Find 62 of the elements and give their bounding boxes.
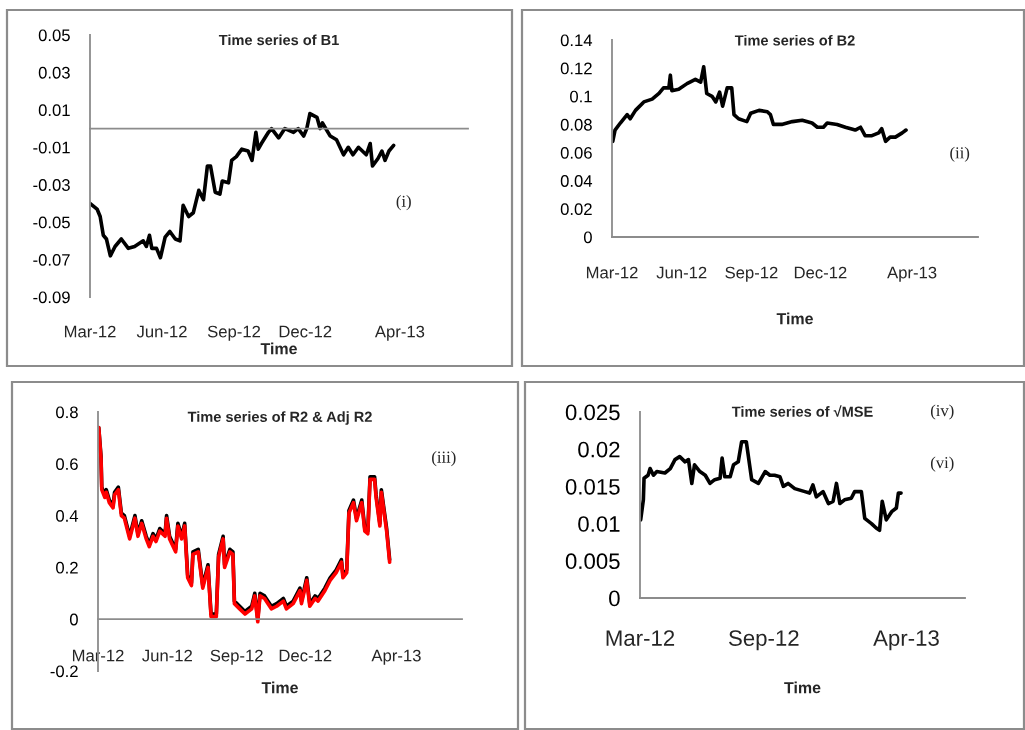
y-tick-label: 0.01	[38, 104, 70, 117]
y-tick-label: 0.04	[560, 175, 593, 187]
y-tick-label: 0.14	[560, 34, 593, 47]
x-axis-title: Time	[260, 342, 297, 355]
y-tick-label: 0.03	[38, 66, 70, 79]
y-tick-label: 0.08	[560, 118, 592, 131]
y-tick-label: -0.05	[33, 216, 70, 229]
x-tick-label: Sep-12	[207, 325, 261, 341]
y-tick-label: 0.06	[560, 146, 592, 159]
y-tick-label: 0.4	[56, 510, 79, 522]
y-tick-label: 0	[69, 613, 78, 626]
x-tick-label: Dec-12	[279, 649, 332, 662]
line-series	[90, 111, 396, 260]
x-tick-label: Sep-12	[725, 266, 778, 282]
chart-title: Time series of B1	[218, 34, 339, 46]
y-tick-label: 0.01	[578, 516, 620, 532]
y-tick-label: 0.02	[560, 203, 592, 216]
chart-title: Time series of B2	[734, 34, 855, 46]
x-tick-label: Jun-12	[656, 266, 707, 279]
annotation: (iii)	[432, 451, 456, 467]
y-tick-label: 0.12	[560, 62, 592, 75]
y-tick-label: -0.03	[33, 179, 70, 191]
x-tick-label: Mar-12	[72, 649, 124, 662]
y-tick-label: 0.005	[565, 553, 620, 570]
x-tick-label: Apr-13	[374, 325, 425, 341]
y-tick-label: 0.05	[38, 29, 70, 42]
x-tick-label: Dec-12	[794, 266, 847, 279]
x-tick-label: Sep-12	[728, 630, 799, 651]
y-tick-label: 0.02	[578, 441, 620, 458]
y-tick-label: 0.025	[565, 404, 620, 421]
y-tick-label: -0.01	[33, 141, 70, 154]
y-tick-label: 0	[609, 590, 620, 607]
x-tick-label: Mar-12	[586, 266, 638, 279]
y-tick-label: 0.015	[565, 478, 620, 495]
x-tick-label: Dec-12	[279, 325, 332, 338]
y-tick-label: -0.09	[33, 291, 70, 304]
x-tick-label: Jun-12	[142, 649, 192, 662]
x-tick-label: Jun-12	[136, 325, 187, 338]
x-tick-label: Apr-13	[371, 649, 421, 665]
annotation: (vi)	[930, 456, 954, 472]
x-tick-label: Mar-12	[64, 325, 116, 338]
y-tick-label: 0.6	[56, 458, 78, 470]
line-series	[640, 439, 903, 533]
chart-title: Time series of √MSE	[731, 405, 873, 417]
y-tick-label: 0	[583, 231, 592, 244]
annotation: (i)	[396, 195, 411, 211]
y-tick-label: -0.2	[50, 665, 78, 678]
x-axis-title: Time	[784, 681, 821, 694]
chart-title: Time series of R2 & Adj R2	[187, 411, 372, 425]
x-axis-title: Time	[776, 312, 813, 325]
y-tick-label: 0.2	[56, 561, 78, 574]
x-tick-label: Mar-12	[606, 630, 675, 646]
x-tick-label: Apr-13	[887, 266, 937, 282]
x-tick-label: Apr-13	[873, 630, 939, 651]
y-tick-label: -0.07	[33, 253, 70, 266]
y-tick-label: 0.8	[56, 406, 78, 419]
y-tick-label: 0.1	[570, 90, 592, 103]
annotation: (iv)	[930, 404, 954, 420]
annotation: (ii)	[950, 146, 970, 162]
x-axis-title: Time	[261, 681, 298, 694]
x-tick-label: Sep-12	[210, 649, 263, 665]
line-series	[612, 64, 908, 144]
